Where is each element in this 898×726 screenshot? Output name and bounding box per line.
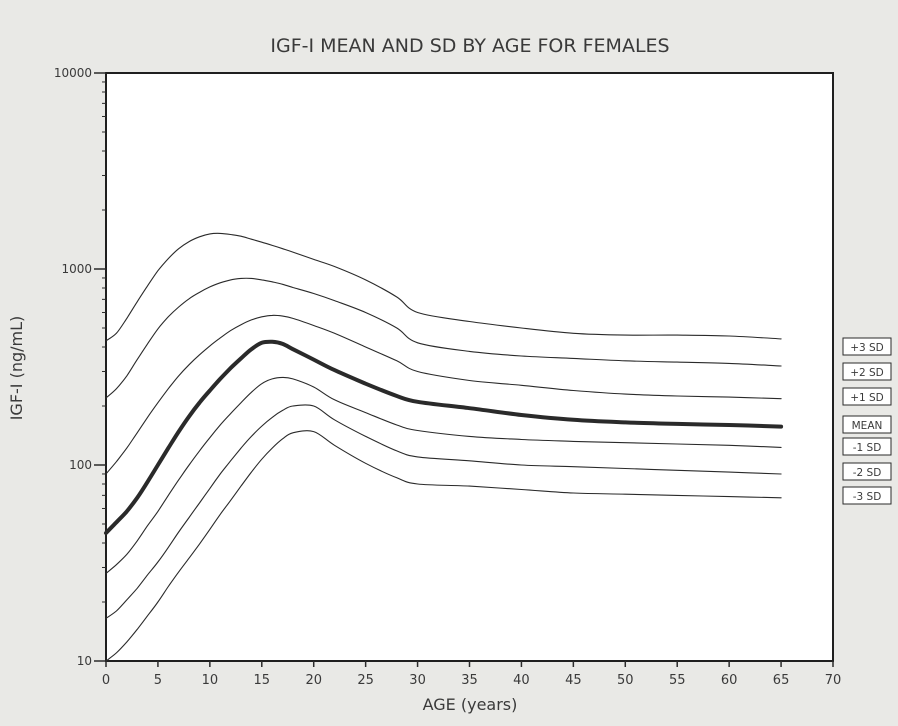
legend-label: -1 SD — [853, 442, 882, 454]
legend-box — [842, 415, 892, 434]
legend-box — [842, 362, 892, 381]
x-tick-label: 60 — [721, 673, 738, 688]
x-tick-label: 30 — [409, 673, 426, 688]
y-tick-label: 10 — [77, 654, 92, 668]
legend: +3 SD +2 SD +1 SD MEAN -1 SD -2 SD -3 SD — [842, 337, 892, 505]
x-tick-label: 10 — [202, 673, 219, 688]
legend-box — [842, 337, 892, 356]
legend-box — [842, 387, 892, 406]
legend-box — [842, 437, 892, 456]
x-tick-label: 65 — [773, 673, 790, 688]
series-layer — [104, 232, 784, 662]
series-line-minus-1-sd — [105, 376, 782, 574]
x-tick-label: 50 — [617, 673, 634, 688]
series-line-plusminus-3-sd — [105, 232, 782, 342]
x-tick-label: 70 — [825, 673, 842, 688]
y-tick-label: 10000 — [54, 66, 92, 80]
series-line-mean — [104, 339, 784, 535]
legend-label: +2 SD — [850, 367, 884, 379]
legend-label: -3 SD — [853, 491, 882, 503]
x-tick-label: 5 — [154, 673, 162, 688]
x-axis-label: AGE (years) — [423, 695, 518, 714]
x-tick-label: 20 — [305, 673, 322, 688]
legend-label: +1 SD — [850, 392, 884, 404]
chart-title: IGF-I MEAN AND SD BY AGE FOR FEMALES — [270, 35, 669, 57]
x-tick-label: 40 — [513, 673, 530, 688]
y-axis: 10 100 1000 10000 — [54, 66, 106, 668]
series-line-minus-3-sd — [105, 430, 782, 662]
y-tick-label: 100 — [69, 458, 92, 472]
x-axis: 0 5 10 15 20 25 30 35 40 45 50 55 60 65 70 — [102, 661, 841, 688]
legend-box — [842, 462, 892, 481]
series-line-plusminus-2-sd — [105, 277, 782, 399]
legend-box — [842, 486, 892, 505]
series-line-minus-2-sd — [105, 404, 782, 619]
legend-label: -2 SD — [853, 467, 882, 479]
y-axis-label: IGF-I (ng/mL) — [7, 316, 26, 421]
x-tick-label: 35 — [461, 673, 478, 688]
x-tick-label: 0 — [102, 673, 110, 688]
plot-area — [105, 72, 834, 662]
y-tick-label: 1000 — [61, 262, 92, 276]
x-tick-label: 15 — [254, 673, 271, 688]
series-line-plusminus-1-sd — [105, 314, 782, 475]
x-tick-label: 25 — [357, 673, 374, 688]
legend-label: MEAN — [852, 420, 883, 432]
legend-label: +3 SD — [850, 342, 884, 354]
x-tick-label: 55 — [669, 673, 686, 688]
x-tick-label: 45 — [565, 673, 582, 688]
